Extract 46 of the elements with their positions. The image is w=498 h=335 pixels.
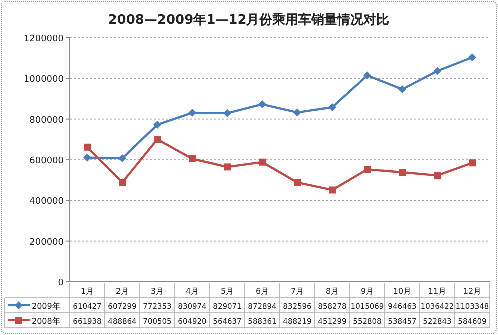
point [188, 109, 196, 118]
x-tick-label: 9月 [360, 287, 374, 296]
point [154, 120, 162, 129]
point [224, 109, 232, 118]
legend-label: 2008年 [32, 317, 60, 326]
y-tick-label: 200000 [30, 238, 64, 248]
point [258, 100, 266, 109]
point [119, 179, 126, 186]
point [224, 164, 231, 171]
point [398, 86, 406, 94]
y-tick-label: 0 [58, 278, 64, 288]
x-tick-label: 7月 [290, 287, 304, 296]
point [84, 154, 92, 162]
point [468, 54, 476, 62]
x-tick-label: 5月 [220, 287, 234, 296]
point [364, 72, 372, 80]
y-tick-label: 400000 [30, 197, 64, 208]
point [84, 144, 91, 151]
x-tick-label: 8月 [326, 287, 340, 296]
point [154, 136, 161, 144]
y-tick-label: 600000 [30, 156, 64, 166]
point [364, 166, 371, 174]
x-tick-label: 6月 [256, 287, 270, 296]
point [328, 103, 336, 112]
x-tick-label: 3月 [150, 287, 164, 296]
point [294, 179, 301, 186]
point [329, 186, 336, 194]
x-tick-label: 4月 [186, 287, 200, 296]
x-tick-label: 12月 [463, 287, 482, 296]
point [118, 154, 126, 163]
x-tick-label: 2月 [116, 287, 130, 296]
point [434, 172, 441, 180]
y-tick-label: 800000 [30, 116, 64, 126]
x-tick-label: 11月 [428, 287, 447, 296]
point [469, 160, 476, 167]
y-tick-label: 1000000 [24, 75, 64, 86]
chart-title: 2008—2009年1—12月份乘用车销量情况对比 [108, 12, 390, 28]
point [259, 158, 266, 166]
y-tick-label: 1200000 [24, 34, 64, 44]
x-tick-label: 1月 [80, 287, 94, 296]
point [294, 108, 302, 117]
x-tick-label: 10月 [393, 287, 412, 296]
point [189, 156, 196, 162]
point [399, 169, 406, 176]
point [434, 67, 442, 76]
legend-label: 2009年 [32, 302, 60, 311]
